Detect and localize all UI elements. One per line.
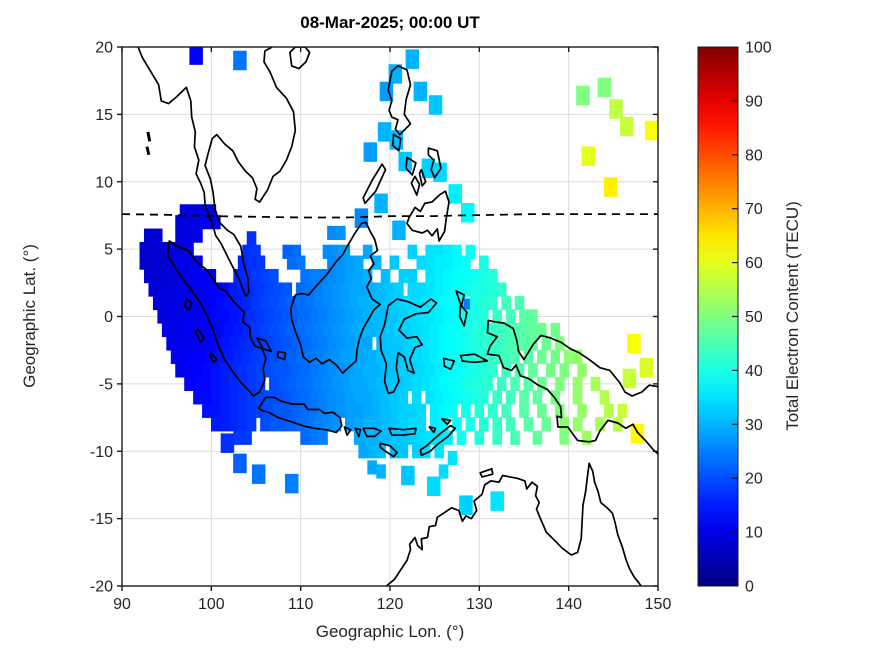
colorbar-tick-label: 70 [745,201,763,218]
colorbar-tick-label: 10 [745,525,763,542]
coastline-sumbawa [362,427,382,438]
coastline-sulawesi [379,298,438,395]
coastline-timor [419,424,457,457]
colorbar-tick-label: 0 [745,579,754,596]
dip-equator-dashed-line [122,213,658,219]
coastline-new-guinea [486,319,658,455]
y-axis-label: Geographic Lat. (°) [20,244,39,388]
coastline-wetar [440,418,452,426]
y-tick-label: 10 [95,174,113,191]
colorbar-label: Total Electron Content (TECU) [783,201,802,431]
coastline-pagai [208,352,218,364]
coastline-java [257,396,343,434]
x-axis-label: Geographic Lon. (°) [315,622,465,641]
axis-tick-labels: 90 100 110 120 130 140 150 -20 -15 -10 -5 0 5 10 15 20 [90,40,672,614]
x-tick-label: 140 [555,596,582,613]
coastline-indochina-malay-peninsula [137,47,297,298]
axis-ticks [117,46,659,591]
coastline-bangka [256,337,273,353]
colorbar-ticks: 0 10 20 30 40 50 60 70 80 90 100 [732,40,772,596]
colorbar-tick-label: 80 [745,147,763,164]
x-tick-label: 150 [645,596,672,613]
x-tick-label: 120 [377,596,404,613]
y-tick-label: 0 [104,309,113,326]
coastline-seram [459,353,489,364]
coastline-bali [343,426,352,436]
y-tick-label: -15 [90,511,113,528]
chart-title: 08-Mar-2025; 00:00 UT [300,13,480,32]
coastline-nias [183,298,193,311]
coastline-mindanao [406,190,450,242]
coastline-buru [442,357,456,370]
coastline-negros [410,175,421,197]
coastline-luzon [387,65,412,136]
coastline-panay [405,156,417,176]
x-tick-label: 90 [113,596,131,613]
y-tick-label: -10 [90,444,113,461]
coastline-cebu [418,168,427,187]
y-tick-label: 5 [104,242,113,259]
coastline-andaman-2 [145,146,151,156]
colorbar-tick-label: 60 [745,255,763,272]
y-tick-label: -5 [99,376,113,393]
x-tick-label: 100 [198,596,225,613]
coastline-australia [385,462,642,586]
y-tick-label: -20 [90,579,113,596]
coastline-andaman-1 [146,131,152,142]
coastline-sumatra [166,240,267,397]
coastline-hainan [289,47,311,70]
coastlines [137,47,658,586]
colorbar-tick-label: 30 [745,417,763,434]
y-tick-label: 20 [95,40,113,57]
coastline-samar-leyte [427,147,442,179]
coastline-flores [388,427,417,436]
coastline-belitung [276,350,287,361]
colorbar-tick-label: 40 [745,363,763,380]
coastline-siberut [194,327,206,343]
coastline-palawan [362,163,387,205]
coastline-melville-island [479,467,494,478]
colorbar-tick-label: 90 [745,93,763,110]
y-tick-label: 15 [95,107,113,124]
coastline-lombok [354,427,362,438]
coastline-alor [428,426,437,434]
x-tick-label: 130 [466,596,493,613]
x-tick-label: 110 [288,596,314,613]
coastline-sumba [379,442,398,458]
coastline-halmahera [455,290,468,327]
coastline-mindoro [391,133,402,152]
colorbar-tick-label: 50 [745,309,763,326]
colorbar-tick-label: 20 [745,471,763,488]
colorbar-tick-label: 100 [745,40,772,57]
coastline-borneo [289,221,382,374]
